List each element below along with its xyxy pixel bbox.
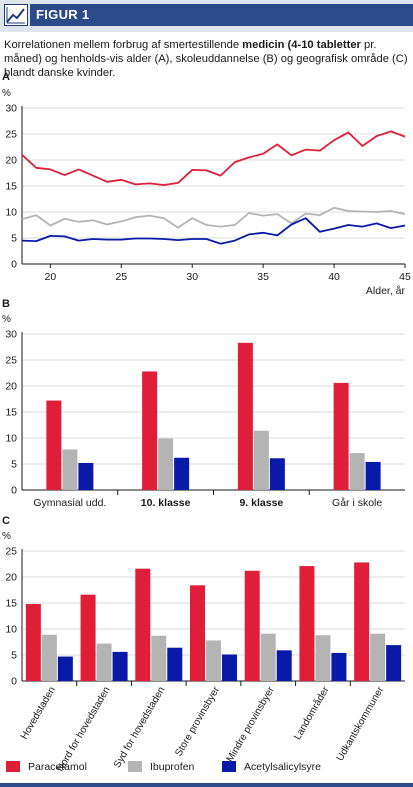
panel-b-y-tick-label: 25 (5, 355, 17, 367)
panel-b-y-tick-label: 0 (11, 485, 17, 497)
panel-c-category-label: Landområder (291, 684, 331, 742)
bar-ibuprofen (151, 635, 167, 681)
bar-acetylsalicylsyre (269, 458, 285, 490)
figure-header: FIGUR 1 (0, 0, 413, 32)
panel-c-category-label: Store provinsbyer (173, 684, 222, 758)
panel-b-y-label: % (2, 314, 11, 325)
legend-label-ibuprofen: Ibuprofen (150, 761, 195, 773)
bar-paracetamol (299, 566, 315, 681)
bar-ibuprofen (41, 634, 57, 681)
panel-c-y-tick-label: 15 (5, 598, 17, 610)
panel-c-category-label: Mindre provinsbyer (225, 684, 277, 764)
panel-c-letter: C (2, 515, 10, 527)
bar-ibuprofen (158, 438, 174, 490)
bar-paracetamol (80, 594, 96, 681)
bar-paracetamol (333, 382, 349, 490)
bar-paracetamol (135, 568, 151, 681)
panel-c-y-tick-label: 25 (5, 546, 17, 558)
panel-a-y-tick-label: 0 (11, 259, 17, 271)
bar-paracetamol (142, 371, 158, 490)
legend-swatch-acetylsalicylsyre (222, 761, 236, 772)
bar-acetylsalicylsyre (222, 654, 237, 681)
panel-a-x-tick-label: 25 (115, 271, 127, 283)
bar-acetylsalicylsyre (112, 651, 128, 681)
legend-label-acetylsalicylsyre: Acetylsalicylsyre (244, 761, 321, 773)
bottom-rule (0, 783, 413, 787)
panel-a-x-tick-label: 45 (399, 271, 411, 283)
figure-label-badge (30, 4, 413, 26)
bar-acetylsalicylsyre (57, 656, 73, 681)
legend-label-paracetamol: Paracetamol (28, 761, 87, 773)
panel-c-category-label: Udkantskommuner (335, 684, 387, 763)
panel-b-y-tick-label: 5 (11, 459, 17, 471)
bar-acetylsalicylsyre (365, 461, 381, 490)
figure-title: FIGUR 1 (36, 7, 90, 22)
bar-ibuprofen (62, 449, 78, 490)
bar-ibuprofen (349, 453, 365, 490)
legend-swatch-paracetamol (6, 761, 20, 772)
bar-paracetamol (237, 342, 253, 490)
caption-bold: medicin (4-10 tabletter (242, 39, 361, 51)
bar-acetylsalicylsyre (167, 647, 183, 681)
series-line-paracetamol (21, 130, 406, 186)
chart-line-icon (4, 4, 28, 26)
panel-b-category-label: Går i skole (332, 497, 382, 509)
panel-a-y-tick-label: 5 (11, 233, 17, 245)
bar-ibuprofen (253, 430, 269, 490)
panel-a-x-tick-label: 30 (186, 271, 198, 283)
bar-paracetamol (25, 604, 41, 681)
panel-b-y-tick-label: 15 (5, 407, 17, 419)
panel-c-y-tick-label: 0 (11, 676, 17, 688)
bar-ibuprofen (315, 635, 331, 681)
series-line-ibuprofen (21, 206, 406, 229)
bar-paracetamol (46, 400, 62, 490)
bar-paracetamol (190, 585, 205, 681)
panel-a-x-label: Alder, år (366, 285, 406, 297)
panel-c-category-label: Hovedstaden (19, 685, 58, 742)
bar-paracetamol (244, 570, 260, 681)
panel-a-x-tick-label: 40 (328, 271, 340, 283)
panel-c-y-tick-label: 20 (5, 572, 17, 584)
panel-a-letter: A (2, 71, 10, 83)
series-line-acetylsalicylsyre (21, 217, 406, 245)
bar-ibuprofen (96, 643, 112, 681)
panel-b-y-tick-label: 20 (5, 381, 17, 393)
bar-acetylsalicylsyre (331, 652, 347, 681)
caption-part-2: pr. måned) og henholds-vis alder (A), sk… (4, 39, 408, 79)
panel-b-category-label: Gymnasial udd. (33, 497, 106, 509)
panel-a-y-tick-label: 15 (5, 181, 17, 193)
bar-acetylsalicylsyre (78, 462, 94, 490)
panel-a-y-tick-label: 30 (5, 103, 17, 115)
bar-paracetamol (354, 562, 370, 681)
legend-swatch-ibuprofen (128, 761, 142, 772)
panel-b-category-label: 10. klasse (141, 497, 191, 509)
bar-acetylsalicylsyre (276, 650, 292, 681)
bar-ibuprofen (370, 633, 386, 681)
caption-part-1: Korrelationen mellem forbrug af smertest… (4, 39, 243, 51)
figure-caption: Korrelationen mellem forbrug af smertest… (4, 38, 409, 80)
panel-b-category-label: 9. klasse (239, 497, 283, 509)
panel-a-y-tick-label: 25 (5, 129, 17, 141)
panel-c-y-label: % (2, 531, 11, 542)
panel-a-y-label: % (2, 88, 11, 99)
panel-b-letter: B (2, 298, 10, 310)
bar-acetylsalicylsyre (386, 645, 402, 681)
bar-acetylsalicylsyre (174, 457, 190, 490)
panel-a-x-tick-label: 20 (45, 271, 57, 283)
panel-b-y-tick-label: 10 (5, 433, 17, 445)
panel-a-x-tick-label: 35 (257, 271, 269, 283)
panel-b-y-tick-label: 30 (5, 329, 17, 341)
panel-c-category-label: Syd for hovedstaden (112, 685, 167, 770)
bar-ibuprofen (260, 633, 276, 681)
panel-c-y-tick-label: 10 (5, 624, 17, 636)
panel-a-y-tick-label: 10 (5, 207, 17, 219)
panel-a-y-tick-label: 20 (5, 155, 17, 167)
panel-c-y-tick-label: 5 (11, 650, 17, 662)
bar-ibuprofen (206, 640, 221, 681)
